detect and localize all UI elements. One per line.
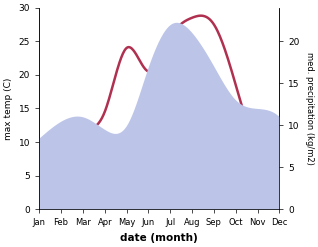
X-axis label: date (month): date (month): [121, 233, 198, 243]
Y-axis label: med. precipitation (kg/m2): med. precipitation (kg/m2): [305, 52, 314, 165]
Y-axis label: max temp (C): max temp (C): [4, 77, 13, 140]
